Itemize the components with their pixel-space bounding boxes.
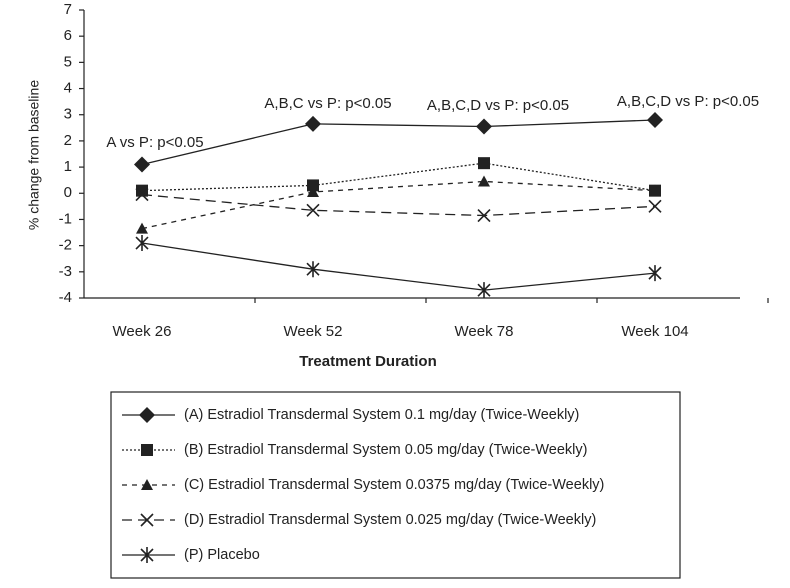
legend-label: (A) Estradiol Transdermal System 0.1 mg/… [184, 407, 579, 423]
y-tick-label: 7 [64, 1, 72, 18]
x-tick-label: Week 78 [455, 323, 514, 340]
legend-label: (B) Estradiol Transdermal System 0.05 mg… [184, 442, 587, 458]
marker [135, 235, 149, 252]
marker [478, 175, 490, 187]
legend-marker [139, 407, 155, 423]
marker [306, 261, 320, 278]
marker [134, 156, 150, 173]
marker [648, 265, 662, 282]
y-tick-label: -4 [59, 289, 72, 306]
y-tick-label: 3 [64, 106, 72, 123]
marker [647, 111, 663, 128]
y-tick-label: 0 [64, 184, 72, 201]
marker [478, 157, 490, 170]
y-tick-label: 4 [64, 80, 72, 97]
x-axis-label: Treatment Duration [299, 353, 437, 370]
marker [136, 184, 148, 197]
legend-marker [141, 444, 153, 456]
marker [649, 184, 661, 196]
marker [136, 222, 148, 234]
y-tick-label: -2 [59, 237, 72, 254]
marker [306, 203, 320, 217]
legend-marker [140, 513, 154, 527]
marker [307, 185, 319, 197]
legend-box [110, 391, 681, 579]
series-line [141, 119, 656, 166]
legend-marker [140, 547, 154, 563]
legend-label: (P) Placebo [184, 547, 260, 563]
x-tick-label: Week 26 [113, 323, 172, 340]
series-line [141, 242, 656, 291]
x-tick-label: Week 104 [621, 323, 688, 340]
annotation: A,B,C,D vs P: p<0.05 [617, 93, 759, 110]
y-tick-label: -3 [59, 263, 72, 280]
y-tick-label: 2 [64, 132, 72, 149]
series-line [141, 162, 656, 192]
annotation: A vs P: p<0.05 [106, 134, 203, 151]
series-line [141, 193, 656, 217]
marker [305, 115, 321, 132]
annotation: A,B,C,D vs P: p<0.05 [427, 97, 569, 114]
y-tick-label: 6 [64, 27, 72, 44]
marker [648, 199, 662, 213]
marker [476, 118, 492, 135]
x-tick-label: Week 52 [284, 323, 343, 340]
y-tick-label: 5 [64, 53, 72, 70]
legend-label: (D) Estradiol Transdermal System 0.025 m… [184, 512, 596, 528]
series-line [141, 180, 656, 230]
marker [477, 282, 491, 299]
y-tick-label: -1 [59, 210, 72, 227]
marker [477, 208, 491, 223]
y-axis-label: % change from baseline [26, 80, 42, 230]
legend-marker [141, 479, 153, 490]
y-tick-label: 1 [64, 158, 72, 175]
annotation: A,B,C vs P: p<0.05 [264, 95, 391, 112]
marker [307, 179, 319, 192]
legend-label: (C) Estradiol Transdermal System 0.0375 … [184, 477, 604, 493]
marker [135, 188, 149, 202]
